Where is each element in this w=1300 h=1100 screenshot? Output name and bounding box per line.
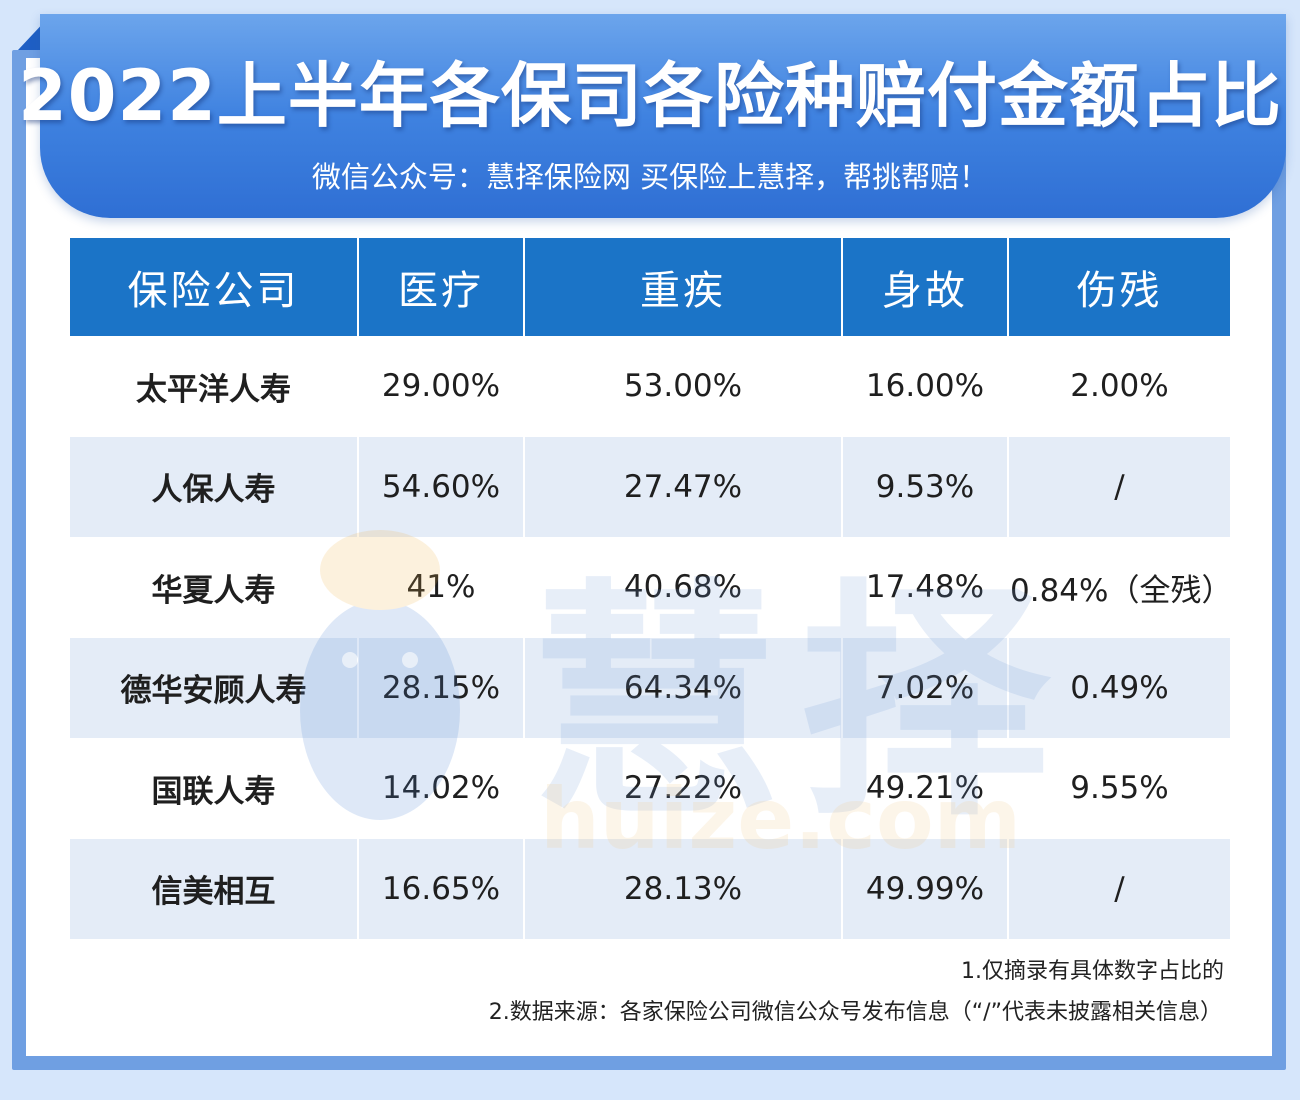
title-banner [40,14,1286,218]
disability-cell: 0.84%（全残） [1008,537,1232,638]
company-cell: 信美相互 [70,838,359,939]
watermark-text: 慧择 [530,558,1070,849]
column-header-death: 身故 [842,238,1009,336]
death-cell: 17.48% [842,537,1009,638]
medical-cell: 41% [358,537,525,638]
table-row: 德华安顾人寿 28.15% 64.34% 7.02% 0.49% [70,637,1230,738]
footnote-2: 2.数据来源：各家保险公司微信公众号发布信息（“/”代表未披露相关信息） [488,1000,1222,1025]
claims-table: 保险公司 医疗 重疾 身故 伤残 太平洋人寿 29.00% 53.00% 16.… [70,238,1232,939]
column-header-company: 保险公司 [70,238,359,336]
page-subtitle: 微信公众号：慧择保险网 买保险上慧择，帮挑帮赔！ [311,160,989,194]
death-cell: 49.21% [842,738,1009,839]
disability-cell: 2.00% [1008,336,1230,437]
medical-cell: 14.02% [358,738,525,839]
disability-cell: / [1008,838,1230,939]
critical-illness-cell: 27.47% [524,436,843,537]
table-row: 信美相互 16.65% 28.13% 49.99% / [70,838,1230,939]
critical-illness-cell: 40.68% [524,537,843,638]
critical-illness-cell: 28.13% [524,838,843,939]
company-cell: 华夏人寿 [70,537,359,638]
footnote-1: 1.仅摘录有具体数字占比的 [961,959,1224,984]
column-header-critical-illness: 重疾 [524,238,843,336]
table-row: 国联人寿 14.02% 27.22% 49.21% 9.55% [70,738,1230,839]
disability-cell: 0.49% [1008,637,1230,738]
death-cell: 7.02% [842,637,1009,738]
critical-illness-cell: 53.00% [524,336,843,437]
critical-illness-cell: 64.34% [524,637,843,738]
death-cell: 49.99% [842,838,1009,939]
company-cell: 太平洋人寿 [70,336,359,437]
medical-cell: 16.65% [358,838,525,939]
disability-cell: 9.55% [1008,738,1230,839]
watermark-url: huize.com [540,770,1022,868]
company-cell: 国联人寿 [70,738,359,839]
table-row: 太平洋人寿 29.00% 53.00% 16.00% 2.00% [70,336,1230,437]
column-header-medical: 医疗 [358,238,525,336]
company-cell: 德华安顾人寿 [70,637,359,738]
column-header-disability: 伤残 [1008,238,1230,336]
death-cell: 9.53% [842,436,1009,537]
page-title: 2022上半年各保司各险种赔付金额占比 [18,55,1282,137]
death-cell: 16.00% [842,336,1009,437]
medical-cell: 29.00% [358,336,525,437]
medical-cell: 28.15% [358,637,525,738]
table-row: 人保人寿 54.60% 27.47% 9.53% / [70,436,1230,537]
company-cell: 人保人寿 [70,436,359,537]
table-row: 华夏人寿 41% 40.68% 17.48% 0.84%（全残） [70,537,1232,638]
medical-cell: 54.60% [358,436,525,537]
table-header-row: 保险公司 医疗 重疾 身故 伤残 [70,238,1230,336]
critical-illness-cell: 27.22% [524,738,843,839]
disability-cell: / [1008,436,1230,537]
